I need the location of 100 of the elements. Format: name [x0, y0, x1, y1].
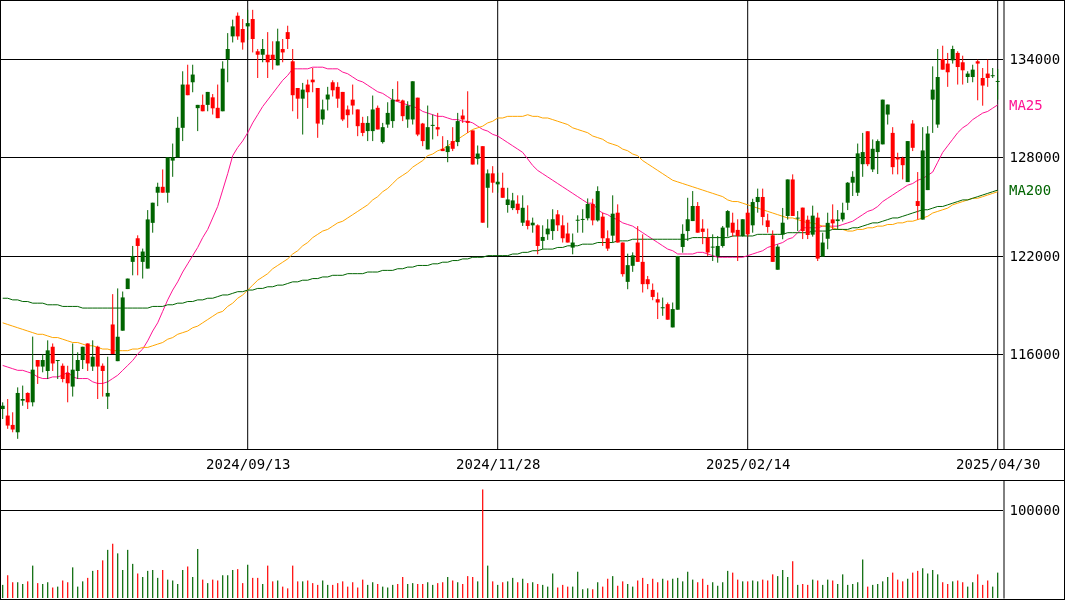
candlestick	[830, 203, 835, 230]
candlestick	[835, 209, 840, 230]
candlestick	[605, 229, 610, 252]
candlestick	[635, 225, 640, 263]
candlestick	[725, 209, 730, 238]
candlestick	[960, 55, 965, 86]
candlestick	[655, 292, 660, 320]
candlestick	[600, 212, 605, 247]
candlestick	[320, 99, 325, 126]
candlestick	[760, 188, 765, 226]
candlestick	[825, 212, 830, 250]
candlestick	[515, 194, 520, 215]
candlestick	[590, 198, 595, 226]
candlestick	[990, 67, 995, 79]
candlestick	[520, 194, 525, 227]
candlestick	[845, 181, 850, 211]
candlestick	[250, 9, 255, 53]
candlestick	[195, 104, 200, 132]
candlestick	[370, 95, 375, 142]
candlestick	[390, 88, 395, 129]
x-tick-label: 2024/11/28	[456, 455, 541, 472]
y-tick-label: 128000	[1009, 149, 1061, 166]
candlestick	[945, 52, 950, 88]
candlestick	[55, 359, 60, 380]
candlestick	[135, 234, 140, 276]
candlestick	[445, 139, 450, 163]
x-tick-label: 2024/09/13	[206, 455, 291, 472]
candlestick	[245, 9, 250, 41]
candlestick	[465, 90, 470, 134]
candlestick	[575, 214, 580, 234]
candlestick	[755, 188, 760, 214]
candlestick	[430, 114, 435, 140]
candlestick	[240, 18, 245, 51]
candlestick	[735, 218, 740, 262]
y-tick-label: 100000	[1009, 502, 1061, 519]
candlestick	[270, 40, 275, 71]
candlestick	[580, 208, 585, 234]
candlestick	[975, 59, 980, 101]
candlestick	[160, 168, 165, 194]
candlestick	[550, 208, 555, 241]
candlestick	[525, 204, 530, 230]
candlestick	[90, 339, 95, 372]
candlestick	[780, 207, 785, 240]
candlestick	[455, 112, 460, 147]
candlestick	[995, 68, 1000, 101]
candlestick	[570, 233, 575, 255]
candlestick	[215, 84, 220, 119]
y-tick-label: 134000	[1009, 50, 1061, 67]
candlestick	[85, 342, 90, 372]
candlestick	[555, 209, 560, 232]
x-tick-label: 2025/02/14	[706, 455, 791, 472]
candlestick	[535, 223, 540, 255]
y-tick-label: 122000	[1009, 247, 1061, 264]
candlestick	[65, 365, 70, 403]
candlestick	[610, 194, 615, 244]
candlestick	[285, 25, 290, 50]
candlestick	[350, 84, 355, 116]
candlestick	[660, 297, 665, 317]
candlestick	[900, 156, 905, 180]
candlestick	[765, 213, 770, 234]
candlestick	[255, 48, 260, 79]
candlestick	[50, 342, 55, 372]
candlestick	[915, 171, 920, 221]
candlestick	[105, 356, 110, 410]
candlestick	[705, 228, 710, 257]
candlestick	[680, 223, 685, 254]
candlestick	[260, 38, 265, 63]
candlestick	[745, 208, 750, 238]
candlestick	[225, 32, 230, 83]
candlestick	[35, 359, 40, 385]
candlestick	[210, 93, 215, 116]
candlestick	[485, 168, 490, 229]
candlestick	[185, 64, 190, 96]
candlestick	[750, 198, 755, 234]
candlestick	[980, 67, 985, 107]
candlestick	[130, 245, 135, 276]
candlestick	[305, 79, 310, 109]
series-label: MA25	[1009, 96, 1043, 113]
candlestick	[450, 126, 455, 152]
candlestick	[500, 172, 505, 199]
candlestick	[720, 225, 725, 249]
candlestick	[540, 224, 545, 250]
candlestick	[190, 64, 195, 93]
candlestick	[475, 145, 480, 166]
candlestick	[230, 19, 235, 43]
candlestick	[380, 122, 385, 145]
candlestick	[425, 105, 430, 150]
candlestick	[585, 197, 590, 221]
candlestick	[565, 222, 570, 244]
x-tick-label: 2025/04/30	[956, 455, 1041, 472]
candlestick	[810, 205, 815, 238]
candlestick	[775, 243, 780, 271]
candlestick	[155, 182, 160, 207]
candlestick	[820, 232, 825, 258]
y-tick-label: 116000	[1009, 345, 1061, 362]
candlestick	[715, 235, 720, 264]
candlestick	[490, 165, 495, 194]
candlestick	[795, 210, 800, 232]
candlestick	[45, 339, 50, 380]
candlestick	[300, 82, 305, 136]
